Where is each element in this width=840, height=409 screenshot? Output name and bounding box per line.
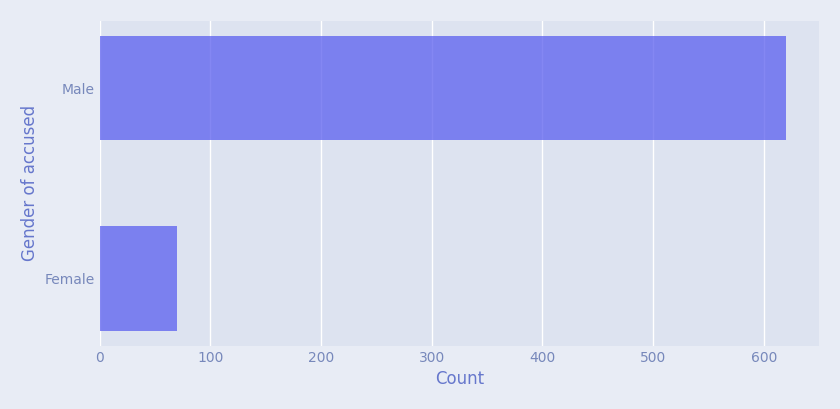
Bar: [99, 36, 786, 140]
Y-axis label: Gender of accused: Gender of accused: [21, 105, 39, 261]
Bar: [99, 226, 177, 331]
X-axis label: Count: Count: [435, 370, 484, 388]
